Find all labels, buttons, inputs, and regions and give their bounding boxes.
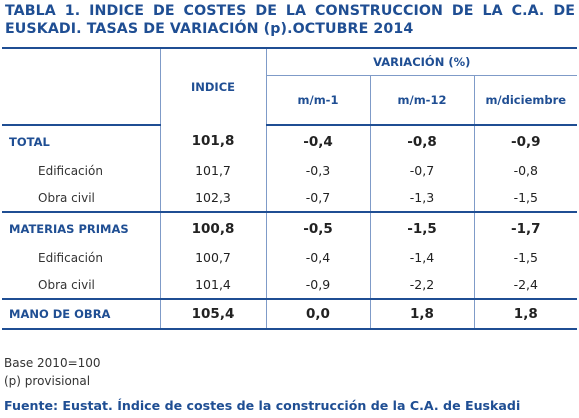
cell-mm12: 1,8	[369, 298, 474, 329]
cell-mm12: -0,7	[369, 157, 474, 184]
cell-mm12: -0,8	[369, 125, 474, 157]
cell-indice: 101,8	[159, 125, 266, 157]
cell-mdiciembre: -1,5	[473, 184, 578, 212]
table-row: MANO DE OBRA 105,4 0,0 1,8 1,8	[2, 298, 578, 329]
cell-mm1: -0,5	[265, 211, 370, 244]
title-line-2: EUSKADI. TASAS DE VARIACIÓN (p).OCTUBRE …	[5, 21, 414, 37]
table-row: Obra civil 102,3 -0,7 -1,3 -1,5	[2, 184, 578, 212]
cell-mm1: 0,0	[265, 298, 370, 329]
cell-mdiciembre: -1,5	[473, 244, 578, 271]
cell-mm1: -0,4	[265, 125, 370, 157]
cell-mm1: -0,4	[265, 244, 370, 271]
cell-indice: 100,7	[159, 244, 266, 271]
header-blank-2	[2, 75, 160, 126]
row-label: MANO DE OBRA	[2, 298, 160, 329]
table-row: Edificación 101,7 -0,3 -0,7 -0,8	[2, 157, 578, 184]
cell-mdiciembre: 1,8	[473, 298, 578, 329]
base-note: Base 2010=100	[4, 356, 101, 370]
source-note: Fuente: Eustat. Índice de costes de la c…	[4, 398, 521, 413]
provisional-note: (p) provisional	[4, 374, 91, 388]
cell-mm12: -1,4	[369, 244, 474, 271]
cell-indice: 105,4	[159, 298, 266, 329]
title-line-1: TABLA 1. INDICE DE COSTES DE LA CONSTRUC…	[5, 3, 575, 19]
row-label: TOTAL	[9, 134, 50, 149]
row-label: Edificación	[38, 163, 103, 178]
cell-mdiciembre: -0,8	[473, 157, 578, 184]
cell-mm12: -2,2	[369, 271, 474, 299]
table-row: Obra civil 101,4 -0,9 -2,2 -2,4	[2, 271, 578, 299]
row-label: MATERIAS PRIMAS	[2, 211, 160, 244]
cell-indice: 102,3	[159, 184, 266, 212]
header-blank	[2, 48, 160, 75]
table-row: TOTAL 101,8 -0,4 -0,8 -0,9	[2, 125, 578, 157]
table-title: TABLA 1. INDICE DE COSTES DE LA CONSTRUC…	[5, 2, 575, 38]
header-mm1: m/m-1	[265, 75, 370, 126]
header-variacion: VARIACIÓN (%)	[265, 48, 578, 76]
cell-mdiciembre: -0,9	[473, 125, 578, 157]
row-label: Edificación	[38, 250, 103, 265]
cell-indice: 101,7	[159, 157, 266, 184]
header-indice: INDICE	[159, 48, 266, 125]
table-notes: Base 2010=100 (p) provisional	[4, 354, 101, 390]
cell-mm12: -1,3	[369, 184, 474, 212]
cell-mm1: -0,9	[265, 271, 370, 299]
cell-indice: 101,4	[159, 271, 266, 299]
cell-mm12: -1,5	[369, 211, 474, 244]
cell-mm1: -0,7	[265, 184, 370, 212]
row-label: Obra civil	[38, 190, 95, 205]
cell-mm1: -0,3	[265, 157, 370, 184]
cell-indice: 100,8	[159, 211, 266, 244]
cell-mdiciembre: -2,4	[473, 271, 578, 299]
table-row: MATERIAS PRIMAS 100,8 -0,5 -1,5 -1,7	[2, 211, 578, 244]
header-mm12: m/m-12	[369, 75, 474, 126]
table-row: Edificación 100,7 -0,4 -1,4 -1,5	[2, 244, 578, 271]
statistics-table: INDICE VARIACIÓN (%) m/m-1 m/m-12 m/dici…	[2, 47, 578, 330]
cell-mdiciembre: -1,7	[473, 211, 578, 244]
header-mdiciembre: m/diciembre	[473, 75, 578, 126]
row-label: Obra civil	[38, 277, 95, 292]
